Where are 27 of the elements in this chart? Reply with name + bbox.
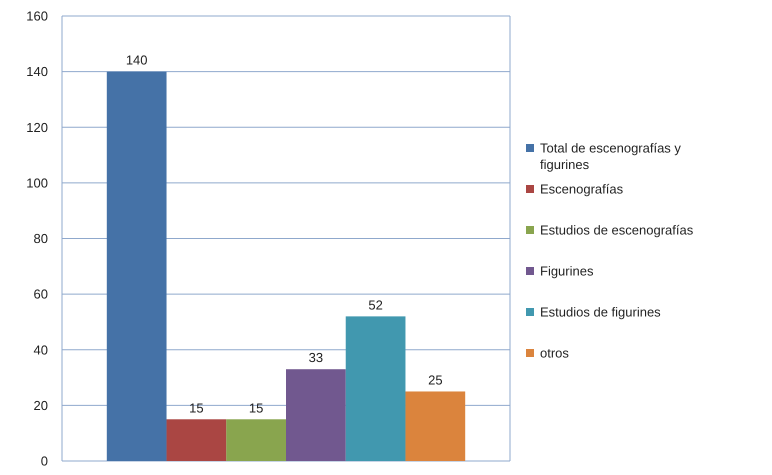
y-tick-label: 60 [34,286,48,302]
legend-label: Figurines [540,264,594,279]
y-tick-label: 20 [34,398,48,413]
y-tick-label: 160 [26,8,48,24]
data-label: 15 [189,400,204,416]
data-label: 140 [126,52,148,68]
bar [286,369,346,461]
bar [226,419,286,461]
legend-label: otros [540,346,570,361]
legend-label: Estudios de escenografías [540,222,694,238]
data-label: 33 [308,350,324,366]
y-tick-label: 0 [40,454,48,469]
y-tick-label: 100 [26,175,48,190]
bar [405,391,466,461]
data-label: 25 [428,372,443,388]
legend-label: Total de escenografías y figurines [540,140,682,172]
bar [106,72,167,461]
y-tick-label: 140 [26,64,48,80]
y-tick-label: 80 [34,231,48,246]
legend-label: Escenografías [540,182,624,197]
y-tick-label: 120 [26,120,48,135]
data-label: 15 [248,400,264,416]
data-label: 52 [368,297,383,312]
bar [166,419,226,461]
bar [346,316,406,461]
legend-label: Estudios de figurines [540,304,662,320]
y-tick-label: 40 [34,342,48,358]
